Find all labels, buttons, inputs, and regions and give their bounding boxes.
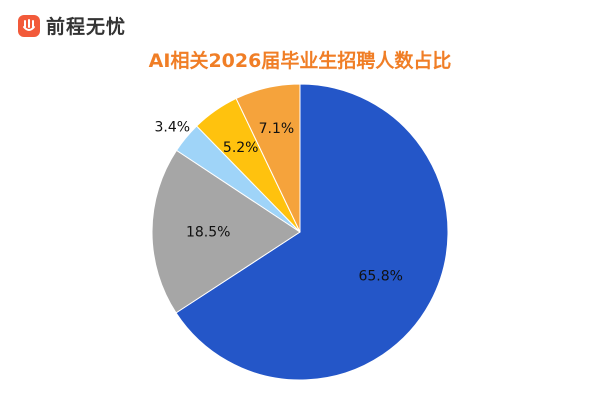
pie-slice-1: [175, 83, 449, 381]
chart-title: AI相关2026届毕业生招聘人数占比: [148, 50, 452, 72]
hand-icon: [18, 14, 40, 37]
slice-label-5: 7.1%: [259, 121, 295, 137]
slice-label-2: 18.5%: [186, 225, 230, 241]
brand-logo: 前程无忧: [18, 12, 126, 39]
pie-slice-5: [235, 83, 301, 233]
slice-label-1: 65.8%: [358, 269, 402, 285]
pie-slice-2: [151, 149, 301, 314]
brand-name: 前程无忧: [46, 16, 127, 38]
slice-label-3: 3.4%: [154, 119, 190, 135]
slice-label-4: 5.2%: [223, 140, 259, 156]
